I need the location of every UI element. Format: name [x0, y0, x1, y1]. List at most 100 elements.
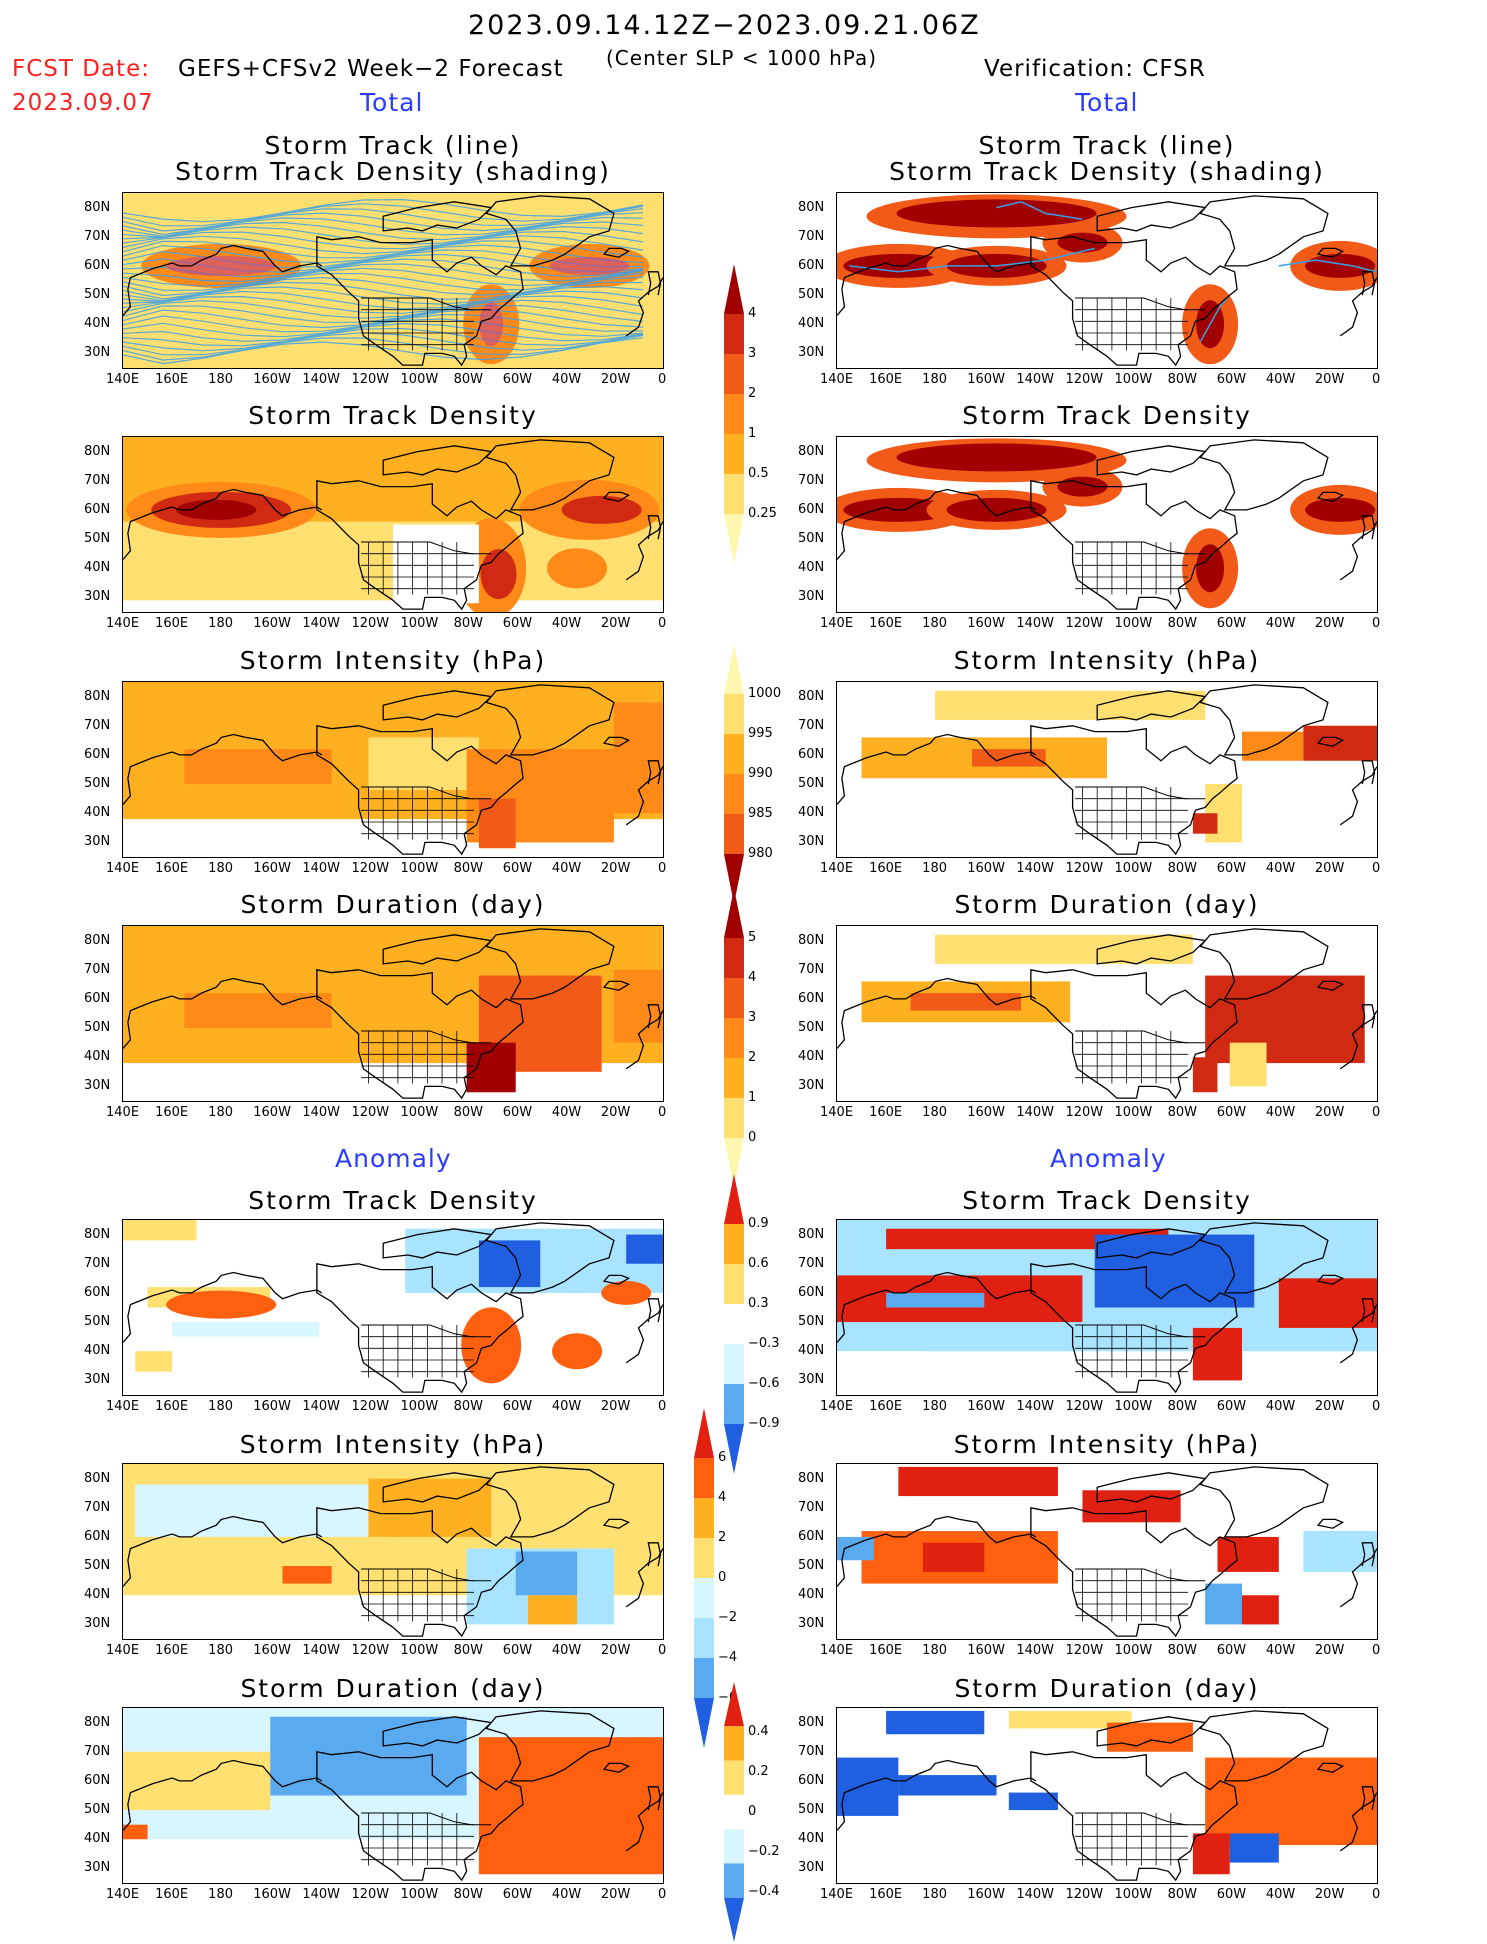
lon-tick-label: 40W	[1265, 861, 1296, 876]
lat-tick-label: 70N	[798, 228, 825, 244]
lon-tick-label: 0	[658, 861, 667, 876]
lat-tick-label: 50N	[84, 1558, 111, 1574]
lon-tick-label: 140E	[106, 1105, 140, 1120]
lon-tick-label: 140E	[106, 616, 140, 631]
colorbar-tick-label: 2	[748, 386, 757, 401]
map-obs-duration	[836, 925, 1378, 1102]
colorbar-tick-label: 995	[748, 726, 773, 741]
lon-tick-label: 140E	[820, 861, 854, 876]
lon-tick-label: 120W	[1065, 372, 1104, 387]
map-obs-intensity	[836, 681, 1378, 858]
lat-tick-label: 30N	[798, 1372, 825, 1388]
lon-tick-label: 80W	[453, 616, 484, 631]
lon-tick-label: 60W	[502, 372, 533, 387]
lon-tick-label: 20W	[600, 861, 631, 876]
lat-tick-label: 30N	[84, 1616, 111, 1632]
lon-tick-label: 140E	[106, 372, 140, 387]
lon-tick-label: 140W	[302, 861, 341, 876]
lon-tick-label: 100W	[1114, 1887, 1153, 1902]
lat-tick-label: 40N	[798, 1831, 825, 1847]
colorbar-tick-label: 2	[748, 1050, 757, 1065]
colorbar-tick-label: 980	[748, 846, 773, 861]
colorbar-tick-label: −0.3	[748, 1336, 780, 1351]
lat-tick-label: 50N	[84, 776, 111, 792]
lat-tick-label: 70N	[84, 1499, 111, 1515]
lon-tick-label: 0	[658, 616, 667, 631]
lat-tick-label: 80N	[798, 199, 825, 215]
lon-tick-label: 80W	[1167, 372, 1198, 387]
lon-tick-label: 160W	[253, 1399, 291, 1414]
section-anomaly-left: Anomaly	[335, 1144, 452, 1173]
lon-tick-label: 0	[1372, 616, 1381, 631]
lon-tick-label: 160W	[967, 1399, 1005, 1414]
lon-tick-label: 0	[1372, 861, 1381, 876]
lat-tick-label: 70N	[84, 1255, 111, 1271]
colorbar-tick-label: −0.2	[748, 1844, 780, 1859]
map-fcst-track	[122, 192, 664, 369]
lat-tick-label: 40N	[798, 1343, 825, 1359]
panel-title-anom-intensity-left: Storm Intensity (hPa)	[239, 1430, 547, 1459]
lon-tick-label: 160W	[967, 1887, 1005, 1902]
lon-tick-label: 20W	[1314, 616, 1345, 631]
lon-tick-label: 160W	[253, 616, 291, 631]
lon-tick-label: 120W	[1065, 1887, 1104, 1902]
lat-tick-label: 80N	[798, 688, 825, 704]
lat-tick-label: 60N	[798, 501, 825, 517]
lat-tick-label: 80N	[798, 1714, 825, 1730]
lon-tick-label: 160E	[155, 1399, 189, 1414]
lon-tick-label: 160E	[869, 861, 903, 876]
lon-tick-label: 140W	[1016, 372, 1055, 387]
colorbar-tick-label: −2	[718, 1610, 738, 1625]
lat-tick-label: 80N	[798, 1226, 825, 1242]
lon-tick-label: 40W	[551, 1399, 582, 1414]
lat-tick-label: 50N	[84, 1802, 111, 1818]
lat-tick-label: 60N	[84, 1528, 111, 1544]
lon-tick-label: 0	[1372, 1399, 1381, 1414]
lon-tick-label: 80W	[1167, 1887, 1198, 1902]
lon-tick-label: 80W	[453, 372, 484, 387]
page-title: 2023.09.14.12Z−2023.09.21.06Z	[468, 10, 981, 41]
lon-tick-label: 20W	[600, 1399, 631, 1414]
lon-tick-label: 80W	[453, 1105, 484, 1120]
lon-tick-label: 80W	[1167, 1399, 1198, 1414]
lon-tick-label: 120W	[1065, 1643, 1104, 1658]
colorbar-tick-label: 0	[718, 1570, 727, 1585]
lon-tick-label: 160W	[253, 861, 291, 876]
lat-tick-label: 40N	[84, 316, 111, 332]
verification-label: Verification: CFSR	[984, 56, 1206, 82]
lat-tick-label: 30N	[798, 1616, 825, 1632]
lon-tick-label: 60W	[502, 1105, 533, 1120]
lon-tick-label: 160E	[869, 1399, 903, 1414]
lon-tick-label: 140E	[106, 1643, 140, 1658]
lon-tick-label: 100W	[400, 1399, 439, 1414]
lon-tick-label: 180	[922, 861, 947, 876]
lon-tick-label: 20W	[600, 1643, 631, 1658]
lon-tick-label: 0	[1372, 372, 1381, 387]
map-fcst-duration	[122, 925, 664, 1102]
lon-tick-label: 60W	[1216, 372, 1247, 387]
lon-tick-label: 140W	[302, 1643, 341, 1658]
lat-tick-label: 60N	[798, 1528, 825, 1544]
lon-tick-label: 40W	[1265, 1105, 1296, 1120]
fcst-date: 2023.09.07	[12, 90, 154, 116]
lon-tick-label: 120W	[351, 616, 390, 631]
lat-tick-label: 30N	[84, 834, 111, 850]
lon-tick-label: 20W	[600, 1105, 631, 1120]
lon-tick-label: 40W	[1265, 1887, 1296, 1902]
lat-tick-label: 50N	[84, 1314, 111, 1330]
panel-title-anom-density-left: Storm Track Density	[248, 1186, 538, 1215]
lon-tick-label: 60W	[1216, 1643, 1247, 1658]
map-obs-density	[836, 436, 1378, 613]
lon-tick-label: 160W	[253, 1643, 291, 1658]
lat-tick-label: 80N	[84, 1470, 111, 1486]
lon-tick-label: 60W	[502, 1887, 533, 1902]
lat-tick-label: 70N	[84, 961, 111, 977]
lat-tick-label: 80N	[798, 1470, 825, 1486]
lon-tick-label: 80W	[453, 1643, 484, 1658]
lon-tick-label: 160E	[869, 1887, 903, 1902]
lon-tick-label: 40W	[551, 1643, 582, 1658]
lon-tick-label: 160E	[155, 1887, 189, 1902]
lon-tick-label: 160E	[155, 1105, 189, 1120]
lon-tick-label: 0	[658, 1887, 667, 1902]
lon-tick-label: 160W	[253, 1105, 291, 1120]
